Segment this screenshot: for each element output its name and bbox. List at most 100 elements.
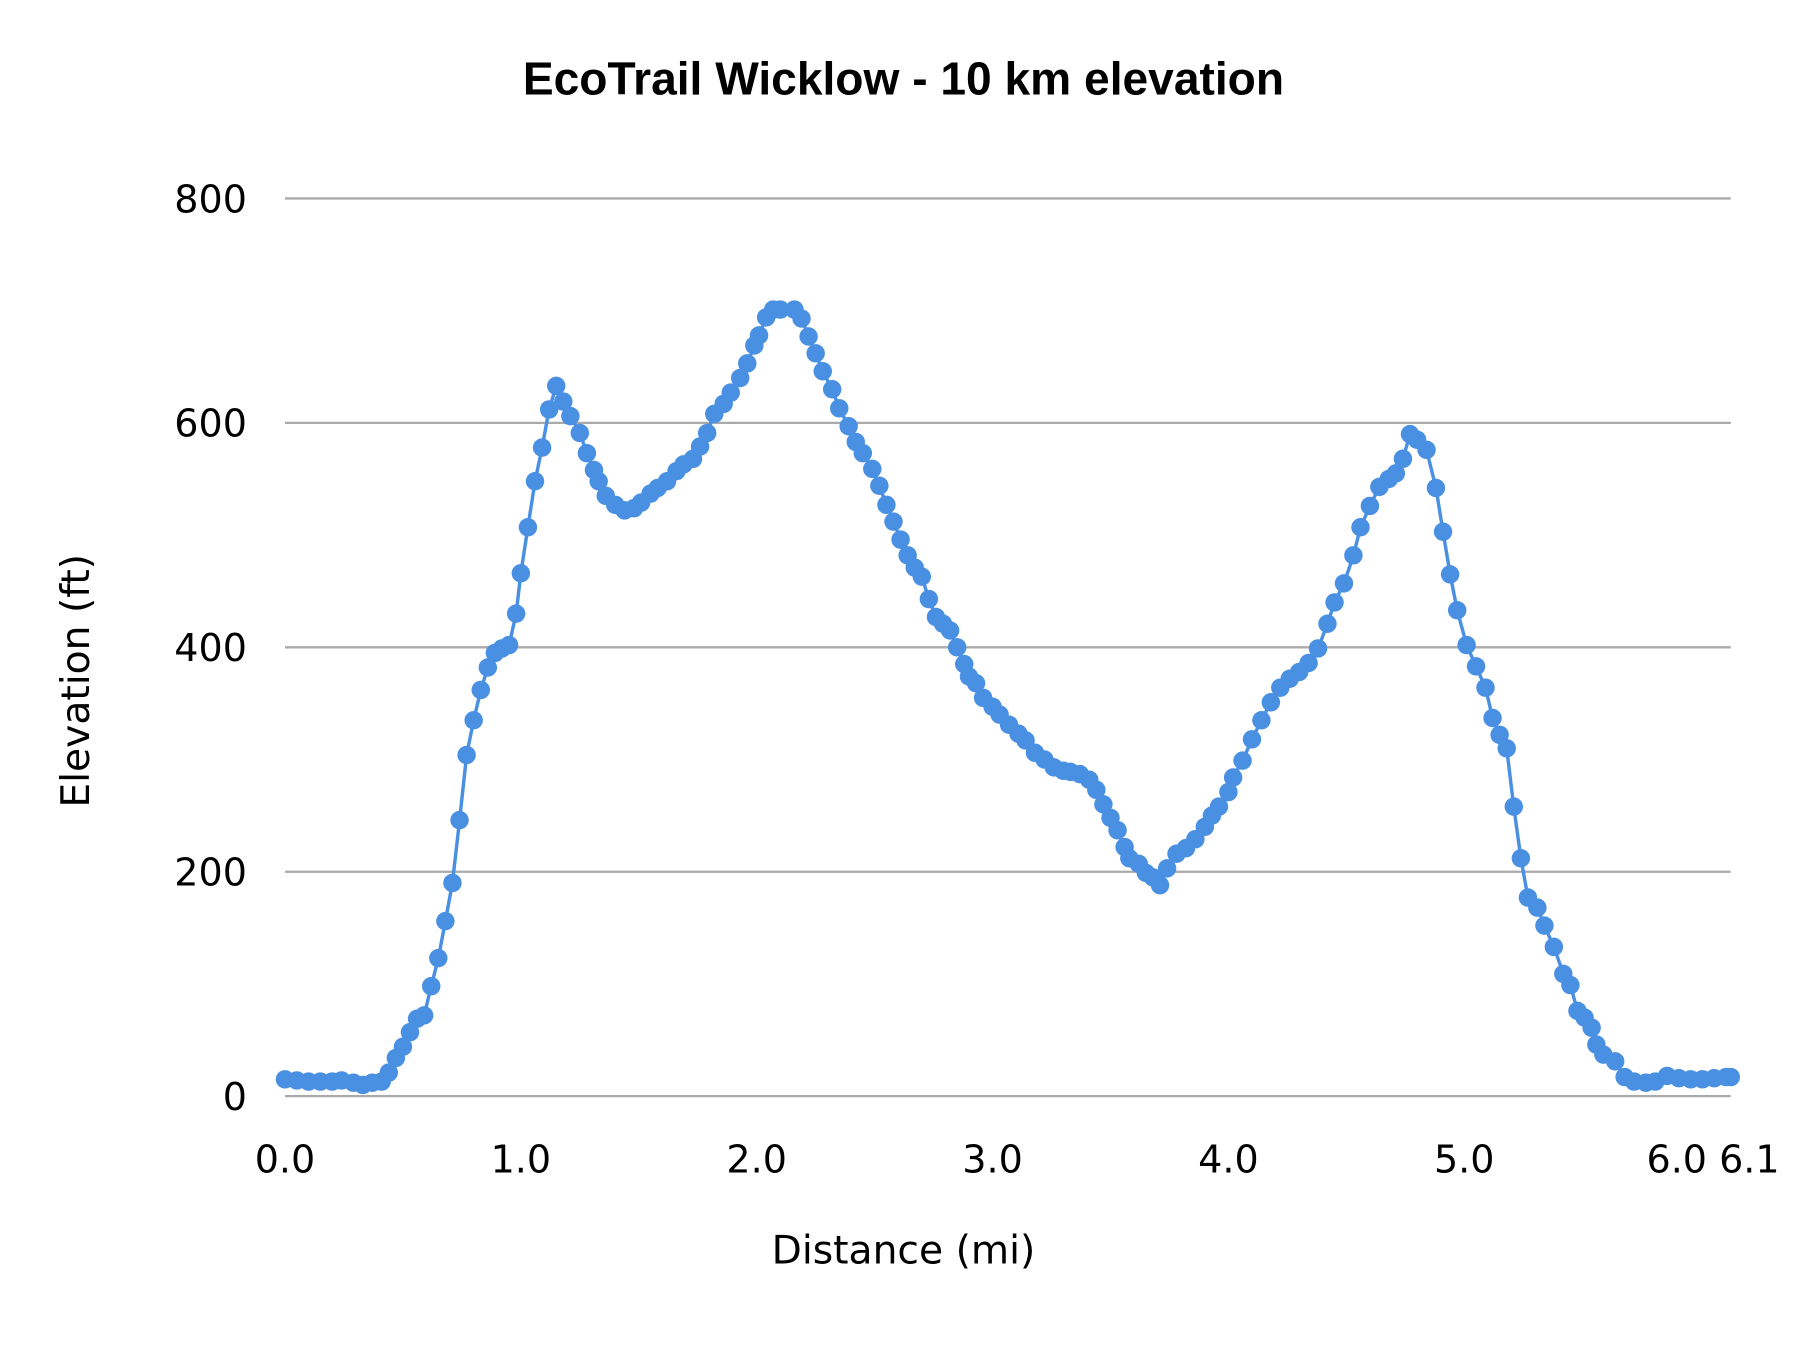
data-point (721, 383, 740, 402)
data-point (1242, 730, 1262, 749)
data-point (436, 911, 455, 931)
data-point (1511, 849, 1531, 868)
data-point (1209, 797, 1229, 816)
data-point (966, 673, 986, 693)
data-point (1299, 653, 1318, 673)
data-point (1483, 708, 1502, 728)
y-tick-label: 0 (223, 1075, 247, 1119)
data-point (919, 589, 939, 609)
data-point (499, 635, 519, 655)
y-tick-label: 600 (174, 402, 247, 446)
y-tick-label: 800 (174, 177, 247, 221)
x-tick-label: 5.0 (1434, 1137, 1495, 1181)
data-point (1417, 440, 1436, 460)
data-point (1504, 797, 1524, 816)
data-point (1433, 522, 1453, 541)
data-point (1497, 739, 1516, 758)
data-point (813, 362, 832, 381)
data-point (1605, 1052, 1625, 1071)
data-point (393, 1037, 413, 1057)
data-point (1447, 601, 1467, 620)
data-point (1466, 657, 1486, 676)
data-point (511, 564, 531, 583)
data-point (940, 621, 960, 640)
x-axis-ticks: 0.0 1.0 2.0 3.0 4.0 5.0 6.0 6.1 (255, 1137, 1780, 1181)
data-point (570, 423, 590, 443)
data-point (877, 495, 896, 515)
data-point (799, 327, 818, 346)
data-point (1535, 916, 1554, 935)
x-tick-label: 2.0 (726, 1137, 787, 1181)
data-point (421, 976, 441, 996)
y-axis-title: Elevation (ft) (54, 554, 99, 808)
data-point (730, 368, 750, 388)
data-point (478, 658, 498, 677)
data-point (589, 472, 608, 491)
data-point (1528, 898, 1547, 917)
data-point (561, 406, 580, 426)
data-point (532, 438, 552, 457)
y-axis-ticks: 0 200 400 600 800 (174, 177, 247, 1119)
data-point (554, 392, 573, 411)
data-point (822, 379, 842, 399)
gridlines (285, 197, 1731, 1098)
data-point (1426, 478, 1446, 498)
data-point (429, 948, 448, 968)
data-point (464, 711, 483, 730)
data-point (1318, 614, 1337, 633)
data-point (471, 680, 490, 700)
data-point (1334, 574, 1354, 593)
data-point (1087, 780, 1106, 800)
data-point (546, 376, 566, 396)
data-point (1344, 546, 1363, 565)
data-point (806, 344, 825, 363)
data-point (697, 423, 717, 443)
data-point (1582, 1018, 1601, 1037)
data-point (1325, 593, 1344, 612)
data-point (443, 873, 462, 893)
data-point (518, 518, 538, 537)
data-point (884, 512, 903, 531)
data-point (1386, 464, 1406, 483)
elevation-series (275, 300, 1740, 1095)
data-point (457, 745, 476, 765)
data-point (1440, 565, 1460, 584)
x-tick-label: 6.1 (1719, 1137, 1780, 1181)
data-point (1308, 639, 1328, 658)
data-point (1351, 518, 1370, 537)
x-tick-label: 4.0 (1198, 1137, 1259, 1181)
data-point (379, 1063, 399, 1082)
data-point (947, 638, 967, 657)
data-point (506, 604, 526, 623)
data-point (738, 354, 757, 373)
data-point (577, 443, 597, 463)
data-point (1252, 711, 1271, 730)
data-point (1561, 975, 1580, 995)
data-point (839, 417, 858, 436)
x-tick-label: 0.0 (255, 1137, 316, 1181)
data-point (1150, 875, 1170, 895)
data-point (792, 309, 811, 328)
x-tick-label: 6.0 (1646, 1137, 1707, 1181)
data-point (870, 476, 889, 495)
data-point (450, 810, 469, 830)
y-tick-label: 200 (174, 851, 247, 895)
data-point (414, 1006, 434, 1025)
data-point (830, 399, 849, 418)
data-point (1721, 1067, 1740, 1087)
data-point (1476, 678, 1495, 697)
data-point (1223, 768, 1243, 787)
data-point (1233, 751, 1252, 770)
x-axis-title: Distance (mi) (772, 1228, 1036, 1273)
data-point (1157, 859, 1177, 878)
data-point (525, 472, 545, 491)
series-line (284, 307, 1731, 1087)
y-tick-label: 400 (174, 626, 247, 670)
data-point (749, 326, 769, 345)
data-point (863, 459, 882, 479)
data-point (539, 400, 559, 419)
data-point (1219, 782, 1238, 802)
data-point (1457, 635, 1476, 655)
data-point (1544, 937, 1564, 957)
data-point (1393, 449, 1413, 469)
